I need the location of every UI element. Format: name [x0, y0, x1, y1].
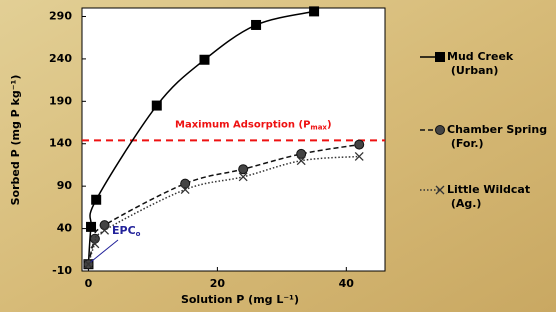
reference-label-part: Maximum Adsorption (P — [175, 119, 310, 130]
marker — [251, 20, 261, 30]
y-tick-label: 40 — [57, 222, 73, 235]
marker — [355, 140, 364, 149]
y-tick-label: 90 — [57, 179, 73, 192]
y-axis-label: Sorbed P (mg P kg⁻¹) — [9, 75, 22, 206]
marker — [239, 165, 248, 174]
x-tick-label: 40 — [339, 277, 355, 290]
marker — [100, 221, 109, 230]
marker — [91, 195, 101, 205]
annotation-label-part: o — [136, 230, 141, 238]
legend-marker — [435, 52, 445, 62]
reference-label: Maximum Adsorption (Pmax) — [175, 119, 332, 131]
marker — [90, 234, 99, 243]
marker — [152, 101, 162, 111]
annotation-label-part: EPC — [112, 224, 136, 237]
y-tick-label: 240 — [49, 52, 72, 65]
y-tick-label: 290 — [49, 9, 72, 22]
y-tick-label: -10 — [52, 264, 72, 277]
x-tick-label: 20 — [210, 277, 226, 290]
x-axis-label: Solution P (mg L⁻¹) — [181, 293, 299, 306]
marker — [309, 6, 319, 16]
y-tick-label: 190 — [49, 94, 72, 107]
marker — [86, 222, 96, 232]
chart: Solution P (mg L⁻¹) Sorbed P (mg P kg⁻¹)… — [0, 0, 556, 312]
reference-label-part: ) — [327, 119, 332, 130]
y-tick-label: 140 — [49, 137, 72, 150]
marker — [199, 55, 209, 65]
legend-marker — [436, 126, 445, 135]
x-tick-label: 0 — [85, 277, 93, 290]
reference-label-part: max — [310, 123, 327, 131]
